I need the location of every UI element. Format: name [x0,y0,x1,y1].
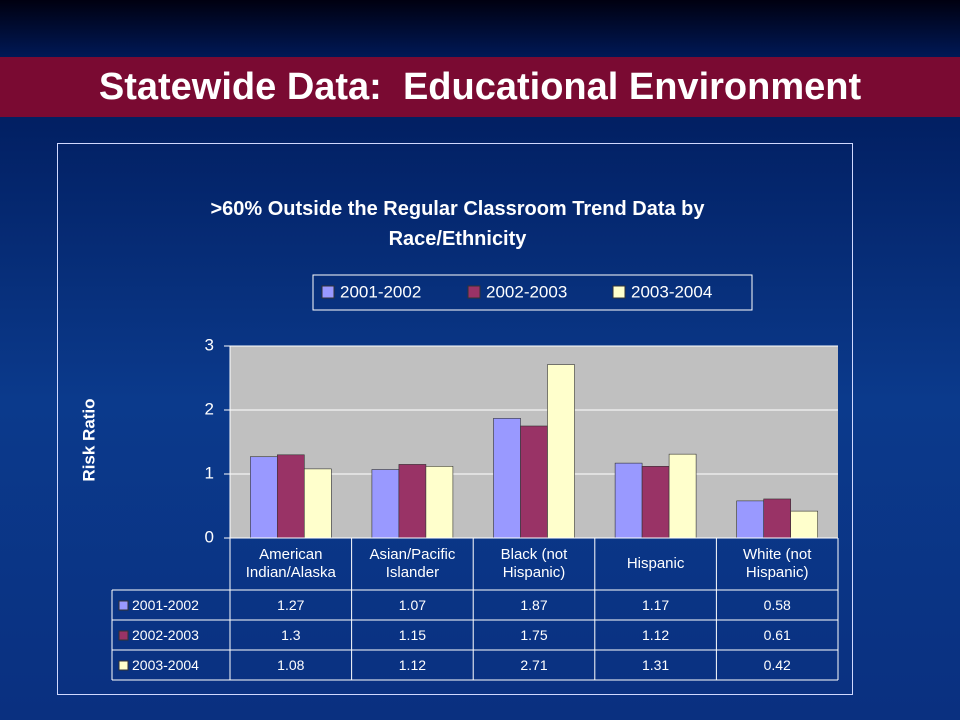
row-label: 2001-2002 [132,597,199,613]
bar [425,466,454,539]
legend-label: 2002-2003 [486,282,567,301]
x-tick-label: Black (not Hispanic) [500,546,568,581]
bar [790,510,819,539]
row-label: 2002-2003 [132,627,199,643]
y-axis-label: Risk Ratio [79,398,98,481]
legend-swatch [321,285,335,299]
title-band [0,57,960,117]
y-tick-label: 1 [205,463,214,482]
table-value: 0.42 [763,657,791,673]
table-value: 1.3 [281,627,301,643]
legend-swatch [612,285,626,299]
table-value: 1.12 [398,657,427,673]
table-value: 2.71 [520,657,548,673]
bar [668,453,697,539]
table-value: 0.58 [763,597,791,613]
table-value: 1.12 [641,627,670,643]
legend-label: 2001-2002 [340,282,421,301]
legend-swatch [118,660,129,671]
bar [398,464,427,539]
table-value: 1.17 [641,597,670,613]
legend-swatch [118,600,129,611]
bar [547,364,575,539]
bar [763,498,792,539]
x-tick-label: Asian/Pacific Islander [369,546,456,581]
x-tick-label: Hispanic [626,555,685,572]
table-value: 1.08 [277,657,305,673]
table-value: 1.87 [520,597,548,613]
table-value: 1.75 [520,627,548,643]
y-tick-label: 0 [205,527,214,546]
legend-label: 2003-2004 [631,282,712,301]
bar [303,468,332,539]
x-tick-label: American Indian/Alaska [245,546,336,581]
row-label: 2003-2004 [132,657,199,673]
table-value: 1.31 [641,657,670,673]
bar [520,425,548,539]
chart-title: >60% Outside the Regular Classroom Trend… [210,198,705,250]
bar [614,462,643,539]
bar [641,466,670,539]
bar [276,454,305,539]
y-tick-label: 3 [205,335,214,354]
bar [493,418,521,539]
x-tick-label: White (not Hispanic) [743,546,812,581]
legend-box [312,274,753,311]
table-value: 1.07 [398,597,427,613]
legend-swatch [467,285,481,299]
table-value: 1.15 [398,627,427,643]
bar [736,500,765,539]
table-value: 0.61 [763,627,791,643]
legend-swatch [118,630,129,641]
bar [250,456,278,539]
y-tick-label: 2 [205,399,214,418]
chart-frame [57,143,853,695]
table-value: 1.27 [277,597,305,613]
bar [371,469,400,539]
slide-title: Statewide Data: Educational Environment [98,66,862,108]
